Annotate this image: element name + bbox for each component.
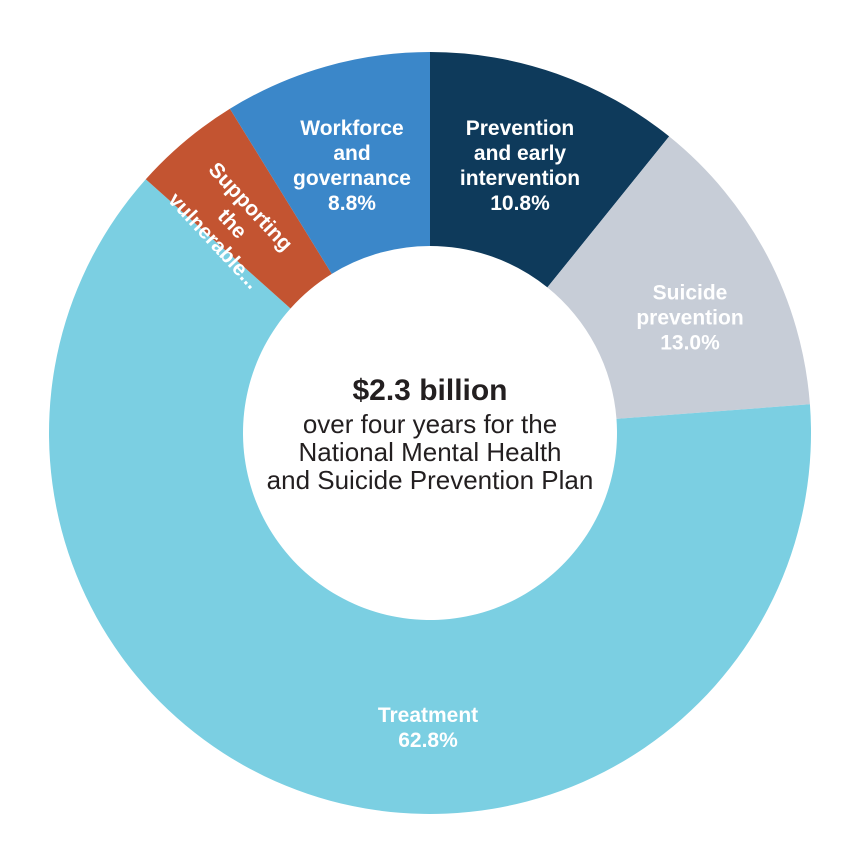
donut-segment-workforce-governance: [229, 52, 430, 274]
donut-segment-suicide-prevention: [547, 136, 810, 419]
donut-segment-supporting-vulnerable: [145, 108, 332, 309]
donut-segment-treatment: [49, 179, 812, 815]
donut-segment-prevention-early-intervention: [430, 52, 670, 288]
